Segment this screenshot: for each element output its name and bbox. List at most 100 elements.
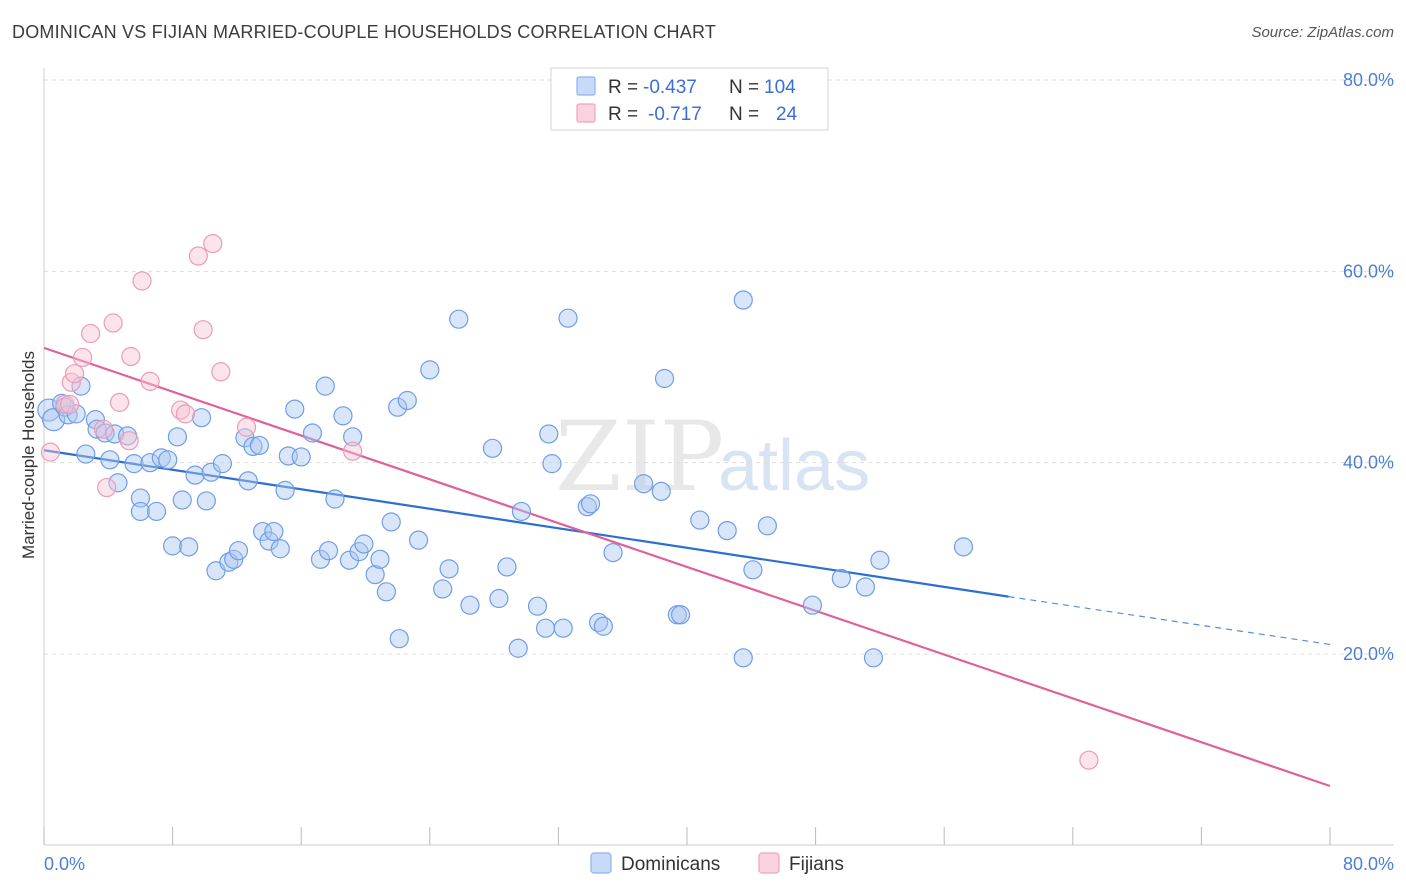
dominican-point	[264, 521, 284, 542]
dominican-point	[743, 560, 763, 580]
dominican-point	[354, 534, 374, 554]
dominican-point	[733, 648, 753, 668]
dominican-point	[381, 512, 401, 532]
dominican-point	[291, 447, 311, 467]
dominican-point	[654, 368, 675, 389]
dominican-point	[460, 595, 480, 615]
legend-n-value-fijians: 24	[776, 104, 798, 125]
y-tick-label: 40.0%	[1343, 453, 1394, 473]
y-tick-label: 20.0%	[1343, 644, 1394, 664]
dominican-point	[196, 491, 216, 511]
dominican-point	[249, 435, 270, 456]
dominican-point	[863, 648, 884, 668]
dominican-point	[376, 582, 396, 602]
dominican-point	[408, 530, 429, 550]
dominican-point	[100, 450, 120, 470]
dominican-point	[130, 488, 151, 508]
dominican-point	[163, 536, 183, 556]
dominican-point	[553, 618, 573, 638]
dominican-point	[855, 577, 876, 597]
dominican-point	[733, 290, 753, 310]
dominican-point	[315, 376, 335, 396]
dominican-point	[124, 454, 144, 474]
fijian-point	[193, 320, 213, 340]
dominican-point	[318, 541, 339, 561]
fijian-point	[64, 364, 85, 384]
legend-swatch-fijians	[576, 103, 596, 123]
series-legend: Dominicans Fijians	[590, 852, 844, 875]
dominican-point	[633, 474, 654, 494]
legend-n-label-fijians: N =	[729, 104, 759, 125]
fijian-point	[81, 323, 101, 344]
fijian-trend-line	[43, 346, 1331, 788]
legend-r-label-dominicans: R =	[608, 77, 638, 98]
series-fijians	[40, 233, 1099, 770]
dominican-point	[76, 444, 96, 464]
y-tick-label: 80.0%	[1343, 70, 1394, 90]
fijian-point	[72, 347, 93, 368]
dominican-point	[270, 539, 290, 559]
x-tick-label-min: 0.0%	[44, 854, 85, 874]
y-axis-title: Married-couple Households	[19, 351, 38, 559]
dominican-point	[343, 427, 363, 447]
y-tick-label: 60.0%	[1343, 261, 1394, 281]
chart-title: DOMINICAN VS FIJIAN MARRIED-COUPLE HOUSE…	[12, 22, 717, 42]
dominican-point	[275, 480, 295, 501]
dominican-point	[146, 501, 167, 522]
bottom-legend-swatch-fijians	[758, 852, 780, 874]
dominican-point	[802, 595, 822, 615]
dominican-point	[285, 399, 305, 419]
legend-r-value-dominicans: -0.437	[643, 77, 697, 98]
x-tick-label-max: 80.0%	[1343, 854, 1394, 874]
fijian-point	[55, 394, 75, 414]
dominican-point	[179, 537, 199, 557]
fijian-point	[188, 246, 208, 266]
series-dominicans	[37, 290, 974, 668]
legend-r-label-fijians: R =	[608, 104, 638, 125]
fijian-point	[236, 417, 257, 437]
dominican-point	[558, 308, 578, 328]
fijian-point	[203, 233, 223, 254]
dominican-point	[108, 473, 128, 493]
dominican-point	[388, 397, 408, 417]
dominican-point	[535, 618, 556, 638]
fijian-point	[211, 362, 231, 382]
dominican-point	[185, 465, 205, 485]
dominican-point	[365, 564, 385, 585]
dominican-point	[717, 520, 737, 541]
dominican-point	[420, 360, 440, 380]
data-points	[37, 233, 1099, 770]
dominican-point	[670, 605, 691, 625]
dominican-point	[489, 588, 509, 609]
dominican-point	[508, 638, 528, 658]
dominican-point	[690, 510, 710, 530]
legend-r-value-fijians: -0.717	[648, 104, 702, 125]
dominican-point	[439, 559, 459, 579]
fijian-point	[103, 313, 123, 333]
dominican-point	[542, 454, 562, 474]
fijian-point	[132, 271, 152, 291]
dominican-point	[482, 438, 503, 458]
bottom-legend-label-fijians: Fijians	[789, 854, 844, 875]
fijian-point	[93, 419, 114, 439]
dominican-point	[953, 537, 974, 557]
fijian-point	[109, 392, 130, 412]
correlation-legend: R = -0.437 N = 104 R = -0.717 N = 24	[550, 67, 829, 131]
dominican-point	[389, 629, 409, 649]
dominican-point	[397, 390, 417, 411]
fijian-point	[343, 441, 363, 461]
dominican-point	[333, 406, 353, 426]
dominican-point	[228, 541, 249, 561]
dominican-point	[757, 516, 777, 536]
dominican-point	[511, 501, 532, 522]
fijian-point	[119, 431, 139, 451]
fijian-point	[60, 394, 80, 414]
dominican-point	[238, 471, 258, 491]
dominican-point	[433, 579, 453, 599]
dominican-point	[325, 489, 345, 509]
dominican-point	[71, 376, 91, 396]
legend-n-value-dominicans: 104	[764, 77, 796, 98]
dominican-point	[449, 309, 469, 329]
dominican-point	[172, 490, 192, 510]
